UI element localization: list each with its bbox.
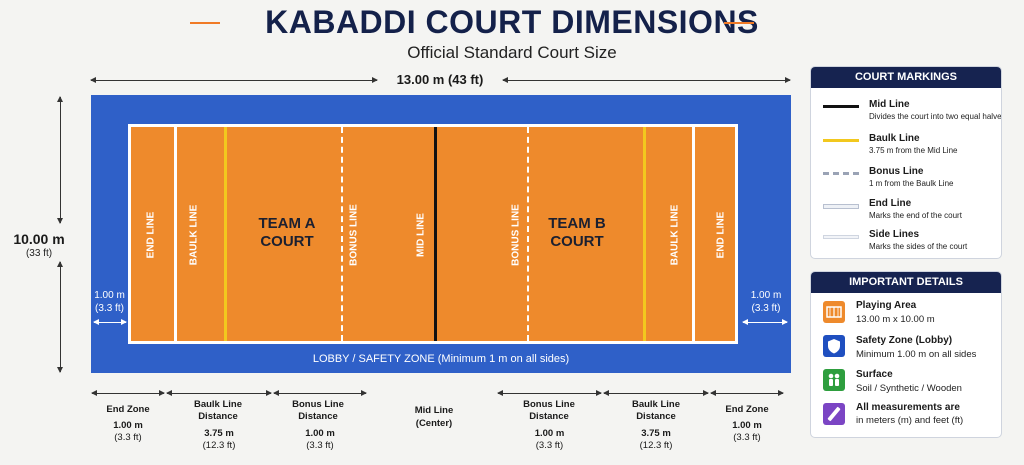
baulk-line-left bbox=[224, 127, 227, 341]
segment-value: 1.00 m bbox=[534, 428, 565, 439]
segment-end-zone-left-arrow bbox=[91, 390, 165, 396]
important-details-panel: IMPORTANT DETAILS Playing Area 13.00 m x… bbox=[810, 271, 1002, 438]
segment-value: 1.00 m bbox=[732, 420, 762, 431]
title-dash-left bbox=[190, 22, 220, 24]
detail-item-name: Playing Area bbox=[856, 300, 917, 311]
segment-value-ft: (3.3 ft) bbox=[306, 440, 334, 451]
end-line-left bbox=[174, 127, 177, 341]
segment-value: 1.00 m bbox=[305, 428, 335, 439]
segment-label: End Zone bbox=[106, 404, 150, 415]
length-arrow bbox=[90, 77, 378, 83]
lobby-label: LOBBY / SAFETY ZONE (Minimum 1 m on all … bbox=[312, 353, 570, 365]
lobby-right-arrow bbox=[742, 319, 788, 325]
detail-item-desc: Soil / Synthetic / Wooden bbox=[856, 383, 962, 394]
page-subtitle: Official Standard Court Size bbox=[407, 43, 617, 62]
legend-item-desc: Divides the court into two equal halves bbox=[869, 112, 1002, 121]
segment-value-ft: (3.3 ft) bbox=[114, 432, 142, 443]
legend-item-desc: 3.75 m from the Mid Line bbox=[869, 146, 958, 155]
lobby-right-dimension: 1.00 m bbox=[750, 290, 782, 301]
team-a-court-label: TEAM A COURT bbox=[258, 215, 316, 250]
end-line-left-label: END LINE bbox=[145, 211, 157, 259]
legend-item-name: Mid Line bbox=[869, 99, 910, 110]
team-b-court-label: TEAM B COURT bbox=[548, 215, 606, 250]
segment-label: End Zone bbox=[725, 404, 769, 415]
baulk-line-right bbox=[643, 127, 646, 341]
segment-end-zone-right-arrow bbox=[710, 390, 784, 396]
width-arrow bbox=[57, 96, 63, 224]
segment-label: Baulk Line Distance bbox=[631, 399, 681, 422]
legend-item-name: Side Lines bbox=[869, 229, 920, 240]
segment-label: Mid Line bbox=[414, 405, 454, 416]
segment-value: 1.00 m bbox=[113, 420, 143, 431]
court-icon bbox=[823, 301, 845, 323]
bonus-line-left bbox=[341, 127, 343, 341]
end-line-swatch bbox=[823, 204, 859, 209]
segment-sub: (Center) bbox=[415, 418, 453, 429]
legend-item-desc: Marks the end of the court bbox=[869, 211, 962, 220]
end-line-right-label: END LINE bbox=[715, 211, 727, 259]
lobby-left-dimension: 1.00 m bbox=[94, 290, 125, 301]
segment-value: 3.75 m bbox=[204, 428, 234, 439]
title-dash-right bbox=[724, 22, 754, 24]
segment-value-ft: (3.3 ft) bbox=[733, 432, 761, 443]
width-arrow-bottom bbox=[57, 261, 63, 373]
baulk-line-left-label: BAULK LINE bbox=[188, 204, 200, 266]
bonus-line-left-label: BONUS LINE bbox=[348, 204, 360, 266]
lobby-left-arrow bbox=[93, 319, 127, 325]
legend-item-name: Baulk Line bbox=[869, 133, 920, 144]
width-dimension: 10.00 m bbox=[13, 231, 65, 247]
length-dimension: 13.00 m (43 ft) bbox=[396, 72, 484, 87]
ruler-icon bbox=[823, 403, 845, 425]
people-icon bbox=[823, 369, 845, 391]
segment-value-ft: (3.3 ft) bbox=[535, 440, 564, 451]
segment-bonus-right-arrow bbox=[497, 390, 602, 396]
segment-baulk-left-arrow bbox=[166, 390, 272, 396]
mid-line-label: MID LINE bbox=[415, 213, 427, 257]
legend-item-desc: 1 m from the Baulk Line bbox=[869, 179, 954, 188]
court-markings-title: COURT MARKINGS bbox=[811, 67, 1001, 88]
segment-value: 3.75 m bbox=[641, 428, 671, 439]
legend-item-name: Bonus Line bbox=[869, 166, 924, 177]
lobby-right-dimension-ft: (3.3 ft) bbox=[751, 303, 781, 314]
shield-icon bbox=[823, 335, 845, 357]
baulk-line-right-label: BAULK LINE bbox=[669, 204, 681, 266]
playing-area: END LINE BAULK LINE BONUS LINE MID LINE … bbox=[128, 124, 738, 344]
lobby-left-dimension-ft: (3.3 ft) bbox=[95, 303, 124, 314]
detail-item-desc: 13.00 m x 10.00 m bbox=[856, 314, 935, 325]
bonus-line-right bbox=[527, 127, 529, 341]
segment-bonus-left-arrow bbox=[273, 390, 367, 396]
detail-item-name: Safety Zone (Lobby) bbox=[856, 335, 953, 346]
segment-value-ft: (12.3 ft) bbox=[202, 440, 236, 451]
court-markings-panel: COURT MARKINGS Mid Line Divides the cour… bbox=[810, 66, 1002, 259]
mid-line bbox=[434, 127, 437, 341]
bonus-line-right-label: BONUS LINE bbox=[510, 204, 522, 266]
legend-item-desc: Marks the sides of the court bbox=[869, 242, 968, 251]
page-title: KABADDI COURT DIMENSIONS bbox=[265, 4, 759, 40]
end-line-right bbox=[692, 127, 695, 341]
length-arrow-right bbox=[502, 77, 791, 83]
segment-label: Bonus Line Distance bbox=[292, 399, 344, 422]
width-dimension-ft: (33 ft) bbox=[25, 248, 53, 259]
segment-label: Bonus Line Distance bbox=[523, 399, 575, 422]
segment-baulk-right-arrow bbox=[603, 390, 709, 396]
bonus-line-swatch bbox=[823, 172, 859, 175]
legend-item-name: End Line bbox=[869, 198, 912, 209]
mid-line-swatch bbox=[823, 105, 859, 108]
segment-value-ft: (12.3 ft) bbox=[639, 440, 673, 451]
important-details-title: IMPORTANT DETAILS bbox=[811, 272, 1001, 293]
detail-item-name: All measurements are bbox=[856, 402, 960, 413]
detail-item-desc: Minimum 1.00 m on all sides bbox=[856, 349, 977, 360]
segment-label: Baulk Line Distance bbox=[193, 399, 243, 422]
side-lines-swatch bbox=[823, 235, 859, 239]
baulk-line-swatch bbox=[823, 139, 859, 142]
detail-item-name: Surface bbox=[856, 369, 893, 380]
detail-item-desc: in meters (m) and feet (ft) bbox=[856, 415, 964, 426]
